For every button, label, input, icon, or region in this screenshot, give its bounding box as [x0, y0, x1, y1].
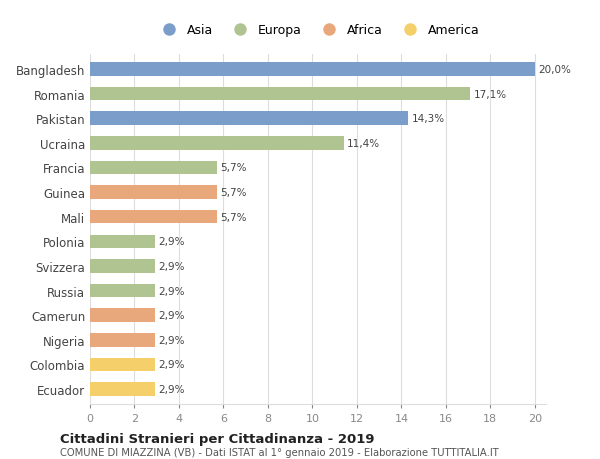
Text: 2,9%: 2,9%: [158, 335, 184, 345]
Text: 5,7%: 5,7%: [220, 163, 247, 173]
Text: 2,9%: 2,9%: [158, 310, 184, 320]
Bar: [90, 88, 470, 101]
Bar: [90, 358, 155, 371]
Bar: [90, 63, 535, 77]
Text: 5,7%: 5,7%: [220, 212, 247, 222]
Bar: [90, 260, 155, 273]
Text: 2,9%: 2,9%: [158, 384, 184, 394]
Bar: [90, 235, 155, 248]
Text: 20,0%: 20,0%: [538, 65, 571, 75]
Bar: [90, 186, 217, 199]
Bar: [90, 112, 408, 126]
Bar: [90, 161, 217, 175]
Bar: [90, 382, 155, 396]
Text: 14,3%: 14,3%: [412, 114, 445, 124]
Text: 5,7%: 5,7%: [220, 188, 247, 198]
Bar: [90, 309, 155, 322]
Text: COMUNE DI MIAZZINA (VB) - Dati ISTAT al 1° gennaio 2019 - Elaborazione TUTTITALI: COMUNE DI MIAZZINA (VB) - Dati ISTAT al …: [60, 447, 499, 457]
Text: 2,9%: 2,9%: [158, 286, 184, 296]
Bar: [90, 137, 344, 150]
Bar: [90, 333, 155, 347]
Bar: [90, 284, 155, 298]
Bar: [90, 211, 217, 224]
Text: 2,9%: 2,9%: [158, 359, 184, 369]
Legend: Asia, Europa, Africa, America: Asia, Europa, Africa, America: [152, 19, 484, 42]
Text: 2,9%: 2,9%: [158, 261, 184, 271]
Text: 2,9%: 2,9%: [158, 237, 184, 247]
Text: 17,1%: 17,1%: [474, 90, 507, 100]
Text: 11,4%: 11,4%: [347, 139, 380, 149]
Text: Cittadini Stranieri per Cittadinanza - 2019: Cittadini Stranieri per Cittadinanza - 2…: [60, 432, 374, 445]
